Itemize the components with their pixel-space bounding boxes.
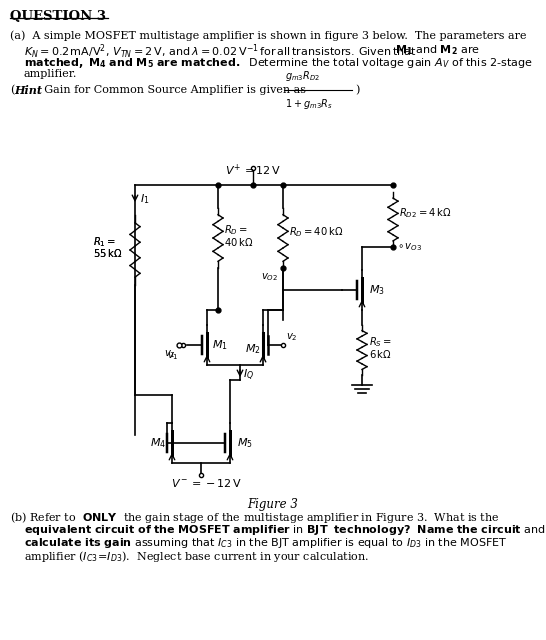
Text: $R_S =$: $R_S =$: [369, 335, 392, 349]
Text: (a)  A simple MOSFET multistage amplifier is shown in figure 3 below.  The param: (a) A simple MOSFET multistage amplifier…: [10, 30, 526, 40]
Text: $M_5$: $M_5$: [237, 436, 253, 450]
Text: Hint: Hint: [14, 85, 42, 96]
Text: ): ): [355, 85, 359, 95]
Text: $v_2$: $v_2$: [286, 332, 298, 343]
Text: $I_1$: $I_1$: [140, 192, 150, 206]
Text: : Gain for Common Source Amplifier is given as: : Gain for Common Source Amplifier is gi…: [37, 85, 306, 95]
Text: $R_1 =$: $R_1 =$: [93, 235, 116, 249]
Text: $V^- = -12\,\mathrm{V}$: $V^- = -12\,\mathrm{V}$: [171, 477, 242, 489]
Text: $\mathbf{M_1}$ and $\mathbf{M_2}$ are: $\mathbf{M_1}$ and $\mathbf{M_2}$ are: [395, 43, 480, 57]
Text: $R_1 =$: $R_1 =$: [93, 235, 116, 249]
Text: $55\,\mathrm{k\Omega}$: $55\,\mathrm{k\Omega}$: [93, 247, 122, 259]
Text: amplifier ($I_{C3}\!=\!I_{D3}$).  Neglect base current in your calculation.: amplifier ($I_{C3}\!=\!I_{D3}$). Neglect…: [24, 549, 369, 564]
Text: $g_{m3}R_{D2}$: $g_{m3}R_{D2}$: [285, 69, 320, 83]
Text: $M_4$: $M_4$: [150, 436, 166, 450]
Text: (b) Refer to  $\mathbf{ONLY}$  the gain stage of the multistage amplifier in Fig: (b) Refer to $\mathbf{ONLY}$ the gain st…: [10, 510, 500, 525]
Text: $K_N = 0.2\,\mathrm{mA/V^2},\,V_{TN} = 2\,\mathrm{V},\,\mathrm{and}\,\lambda = 0: $K_N = 0.2\,\mathrm{mA/V^2},\,V_{TN} = 2…: [24, 43, 417, 61]
Text: $R_D = 40\,\mathrm{k\Omega}$: $R_D = 40\,\mathrm{k\Omega}$: [289, 225, 343, 239]
Text: $\mathbf{equivalent\ circuit\ of\ the\ MOSFET\ amplifier}$ in $\mathbf{BJT}$  $\: $\mathbf{equivalent\ circuit\ of\ the\ M…: [24, 523, 546, 537]
Text: amplifier.: amplifier.: [24, 69, 78, 79]
Text: $R_{D2} = 4\,\mathrm{k\Omega}$: $R_{D2} = 4\,\mathrm{k\Omega}$: [399, 206, 452, 220]
Text: $I_Q$: $I_Q$: [243, 367, 254, 383]
Text: $V^{\!+} = 12\,\mathrm{V}$: $V^{\!+} = 12\,\mathrm{V}$: [225, 163, 281, 179]
Text: $M_1$: $M_1$: [212, 338, 228, 352]
Text: $1 + g_{m3}R_s$: $1 + g_{m3}R_s$: [285, 97, 333, 111]
Text: $M_2$: $M_2$: [245, 342, 261, 356]
Text: $\mathbf{calculate\ its\ gain}$ assuming that $I_{C3}$ in the BJT amplifier is e: $\mathbf{calculate\ its\ gain}$ assuming…: [24, 536, 507, 550]
Text: Figure 3: Figure 3: [247, 498, 299, 511]
Text: $R_D =$: $R_D =$: [224, 223, 248, 237]
Text: $v_1$: $v_1$: [167, 350, 179, 362]
Text: $6\,\mathrm{k\Omega}$: $6\,\mathrm{k\Omega}$: [369, 348, 392, 360]
Text: $v_{O2}$: $v_{O2}$: [261, 271, 278, 283]
Text: (: (: [10, 85, 14, 95]
Text: QUESTION 3: QUESTION 3: [10, 10, 106, 23]
Text: $55\,\mathrm{k\Omega}$: $55\,\mathrm{k\Omega}$: [93, 247, 122, 259]
Text: $v_1$: $v_1$: [164, 348, 176, 360]
Text: $\mathbf{matched,\ M_4\ and\ M_5\ are\ matched.}$  Determine the total voltage g: $\mathbf{matched,\ M_4\ and\ M_5\ are\ m…: [24, 56, 533, 70]
Text: $\circ\,v_{O3}$: $\circ\,v_{O3}$: [397, 241, 422, 253]
Text: $40\,\mathrm{k\Omega}$: $40\,\mathrm{k\Omega}$: [224, 236, 253, 248]
Text: $M_3$: $M_3$: [369, 283, 385, 297]
